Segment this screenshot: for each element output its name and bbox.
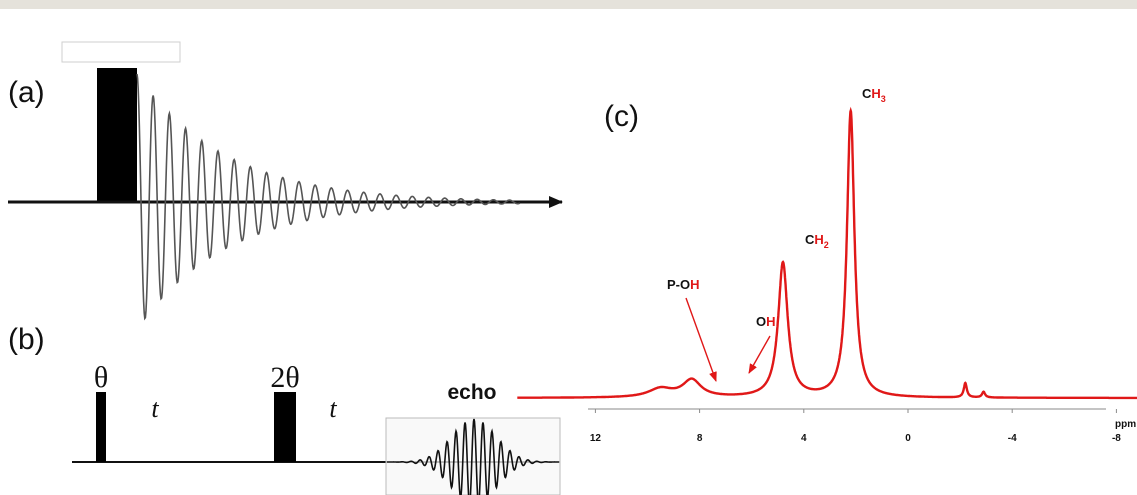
two-theta-pulse: [274, 392, 296, 462]
peak-label-p-oh: P-OH: [667, 277, 700, 292]
two-theta-label: 2θ: [270, 361, 299, 394]
x-tick-label: 4: [801, 433, 807, 444]
peak-label-ch2: CH2: [805, 232, 829, 250]
arrow-oh: [748, 335, 771, 374]
panel-b-label: (b): [8, 323, 45, 356]
x-tick-label: -4: [1008, 433, 1017, 444]
x-tick-label: 12: [590, 433, 602, 444]
x-tick-label: 0: [905, 433, 911, 444]
echo-inset: [385, 417, 561, 495]
delay-1-label: t: [151, 394, 159, 423]
blank-caption-box: [61, 41, 181, 63]
echo-label: echo: [447, 381, 496, 404]
top-bar: [0, 0, 1137, 9]
x-axis-unit: ppm: [1115, 419, 1136, 430]
rf-pulse: [97, 68, 137, 202]
panel-c-spectrum: 12 8 4 0 -4 -8 ppm P-OH OH CH2 CH3: [517, 86, 1137, 444]
x-tick-label: 8: [697, 433, 703, 444]
echo-signal: [387, 418, 559, 495]
peak-label-ch3: CH3: [862, 86, 886, 104]
spectrum-line: [517, 106, 1137, 400]
delay-2-label: t: [329, 394, 337, 423]
theta-label: θ: [94, 361, 108, 394]
fid-signal: [136, 73, 521, 321]
panel-a: [8, 41, 563, 321]
x-tick-label: -8: [1112, 433, 1121, 444]
arrow-p-oh: [685, 297, 717, 382]
peak-label-oh: OH: [756, 314, 776, 329]
panel-b: θ 2θ t t echo: [72, 361, 561, 495]
panel-a-label: (a): [8, 76, 45, 109]
x-axis-ticks: 12 8 4 0 -4 -8: [590, 409, 1121, 444]
panel-c-label: (c): [604, 100, 639, 133]
theta-pulse: [96, 392, 106, 462]
